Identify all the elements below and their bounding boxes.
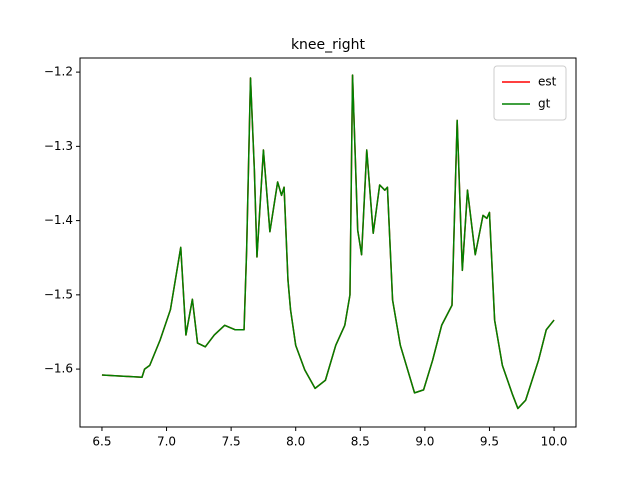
legend-label: gt [538,97,551,111]
line-series [101,74,555,410]
y-tick-label: −1.5 [44,287,73,301]
x-tick-label: 10.0 [541,435,568,449]
x-tick-label: 6.5 [92,435,111,449]
y-tick-label: −1.3 [44,139,73,153]
x-tick-label: 9.0 [415,435,434,449]
x-tick-label: 7.0 [157,435,176,449]
x-tick-label: 8.5 [351,435,370,449]
chart-title: knee_right [291,37,366,53]
y-tick-label: −1.4 [44,213,73,227]
legend-box [493,65,567,121]
y-tick-label: −1.2 [44,65,73,79]
axes-frame [79,57,577,428]
x-tick-label: 8.0 [286,435,305,449]
legend-label: est [538,75,557,89]
y-tick-label: −1.6 [44,362,73,376]
x-tick-label: 9.5 [480,435,499,449]
x-tick-label: 7.5 [222,435,241,449]
